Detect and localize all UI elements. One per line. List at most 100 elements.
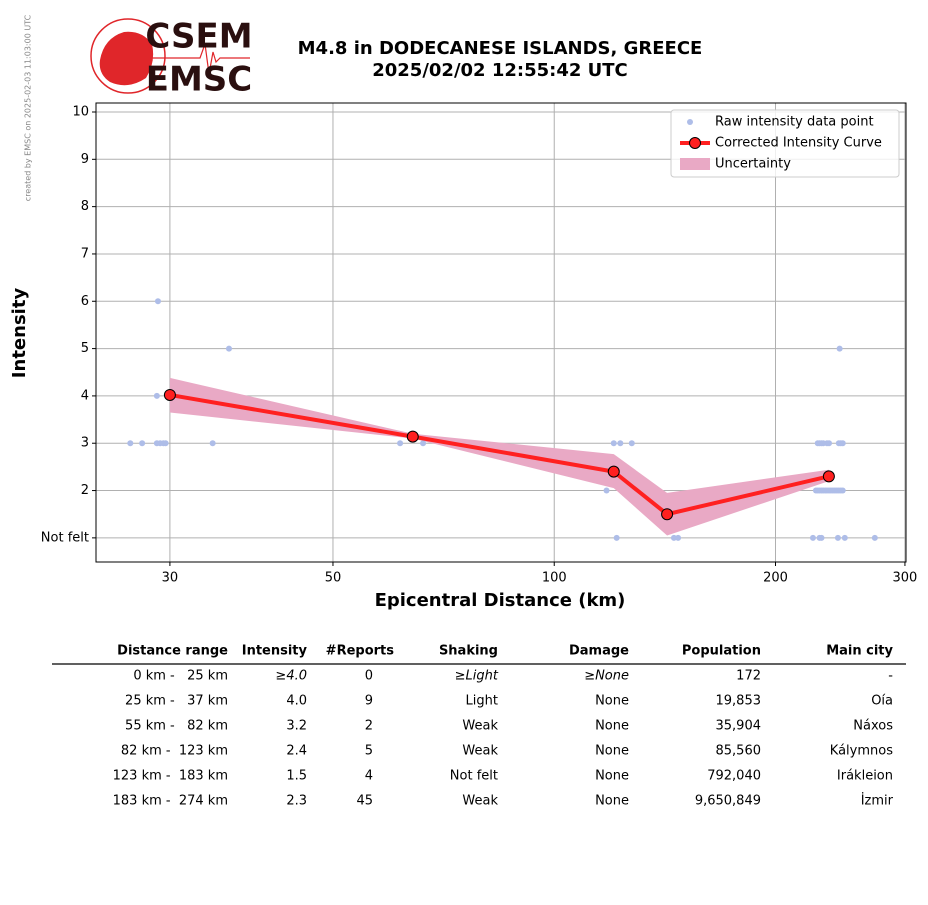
y-tick-label: 4 (81, 388, 89, 403)
table-cell: None (595, 719, 629, 734)
y-tick-label: 6 (81, 294, 89, 309)
table-cell: Oía (871, 694, 893, 709)
logo: CSEM EMSC (90, 17, 253, 100)
table-cell: ≥None (584, 669, 629, 684)
legend-box (670, 109, 900, 178)
table-cell: 4.0 (286, 694, 307, 709)
table-header: Damage (569, 644, 629, 659)
curve-point (822, 470, 835, 483)
curve-point (607, 465, 620, 478)
table-cell: None (595, 744, 629, 759)
raw-point (809, 534, 816, 541)
legend-marker (689, 137, 701, 149)
chart-title: M4.8 in DODECANESE ISLANDS, GREECE (298, 38, 703, 59)
table-cell: Weak (462, 719, 498, 734)
raw-point (397, 440, 404, 447)
raw-point (127, 440, 134, 447)
curve-point (406, 430, 419, 443)
table-cell: 25 km - 37 km (125, 694, 228, 709)
table-cell: 9 (365, 694, 373, 709)
logo-top: CSEM (145, 17, 252, 57)
table-cell: Not felt (450, 769, 498, 784)
table-header: Main city (826, 644, 893, 659)
legend-label: Raw intensity data point (715, 115, 874, 130)
table-cell: 2.4 (286, 744, 307, 759)
y-tick-label: 10 (72, 104, 89, 119)
raw-point (162, 440, 169, 447)
table-cell: 85,560 (716, 744, 762, 759)
legend-marker (680, 158, 710, 170)
raw-point (154, 298, 161, 305)
raw-point (139, 440, 146, 447)
plot-area: 30 50 100 200 300 Not felt 2 3 4 5 6 7 8 9 10 Raw inten… (41, 102, 918, 586)
legend-marker (687, 119, 693, 125)
plot-frame (95, 102, 907, 563)
table-cell: 0 km - 25 km (133, 669, 228, 684)
table-header: Shaking (439, 644, 498, 659)
table-cell: - (888, 669, 893, 684)
raw-point (826, 440, 833, 447)
credit: created by EMSC on 2025-02-03 11:03:00 U… (24, 14, 33, 201)
table-cell: 19,853 (716, 694, 762, 709)
table-cell: 4 (365, 769, 373, 784)
raw-point (670, 534, 677, 541)
raw-point (818, 534, 825, 541)
x-tick-label: 200 (763, 571, 788, 586)
table-cell: 2.3 (286, 794, 307, 809)
table-cell: 82 km - 123 km (121, 744, 228, 759)
raw-point (841, 534, 848, 541)
x-tick-label: 100 (542, 571, 567, 586)
raw-point (839, 440, 846, 447)
x-tick-label: 300 (893, 571, 918, 586)
raw-point (839, 487, 846, 494)
table-cell: ≥Light (455, 669, 499, 684)
raw-point (209, 440, 216, 447)
curve-point (163, 388, 176, 401)
raw-point (610, 440, 617, 447)
legend-label: Corrected Intensity Curve (715, 136, 882, 151)
uncertainty-band (169, 377, 829, 536)
y-tick-label: 5 (81, 341, 89, 356)
y-tick-label: 3 (81, 436, 89, 451)
table-cell: 172 (736, 669, 761, 684)
raw-point (225, 345, 232, 352)
raw-point (153, 392, 160, 399)
x-tick-label: 50 (325, 571, 342, 586)
table-cell: 0 (365, 669, 373, 684)
y-tick-label: 2 (81, 483, 89, 498)
table-cell: Náxos (853, 719, 893, 734)
y-tick-label: 9 (81, 152, 89, 167)
table-cell: Weak (462, 744, 498, 759)
raw-point (628, 440, 635, 447)
table-cell: 5 (365, 744, 373, 759)
raw-point (420, 440, 427, 447)
table-header: #Reports (326, 644, 395, 659)
table-cell: Weak (462, 794, 498, 809)
y-tick-label: 8 (81, 199, 89, 214)
table-cell: 123 km - 183 km (113, 769, 228, 784)
y-tick-label: 7 (81, 246, 89, 261)
y-axis-label: Intensity (9, 288, 30, 379)
table-cell: ≥4.0 (275, 669, 307, 684)
table-cell: 1.5 (286, 769, 307, 784)
table-cell: Irákleion (837, 769, 893, 784)
raw-point (834, 534, 841, 541)
table-cell: None (595, 694, 629, 709)
chart-subtitle: 2025/02/02 12:55:42 UTC (372, 60, 628, 81)
logo-seismogram (150, 43, 250, 75)
table-cell: Light (466, 694, 498, 709)
logo-bottom: EMSC (146, 60, 253, 100)
table-cell: İzmir (861, 793, 894, 809)
y-tick-label: Not felt (41, 530, 89, 545)
table-cell: 9,650,849 (695, 794, 761, 809)
raw-point (617, 440, 624, 447)
table-cell: 55 km - 82 km (125, 719, 228, 734)
table-cell: 3.2 (286, 719, 307, 734)
table-cell: 45 (356, 794, 373, 809)
x-axis-label: Epicentral Distance (km) (375, 590, 626, 611)
raw-point (603, 487, 610, 494)
raw-point (871, 534, 878, 541)
table-cell: None (595, 794, 629, 809)
curve-point (661, 508, 674, 521)
